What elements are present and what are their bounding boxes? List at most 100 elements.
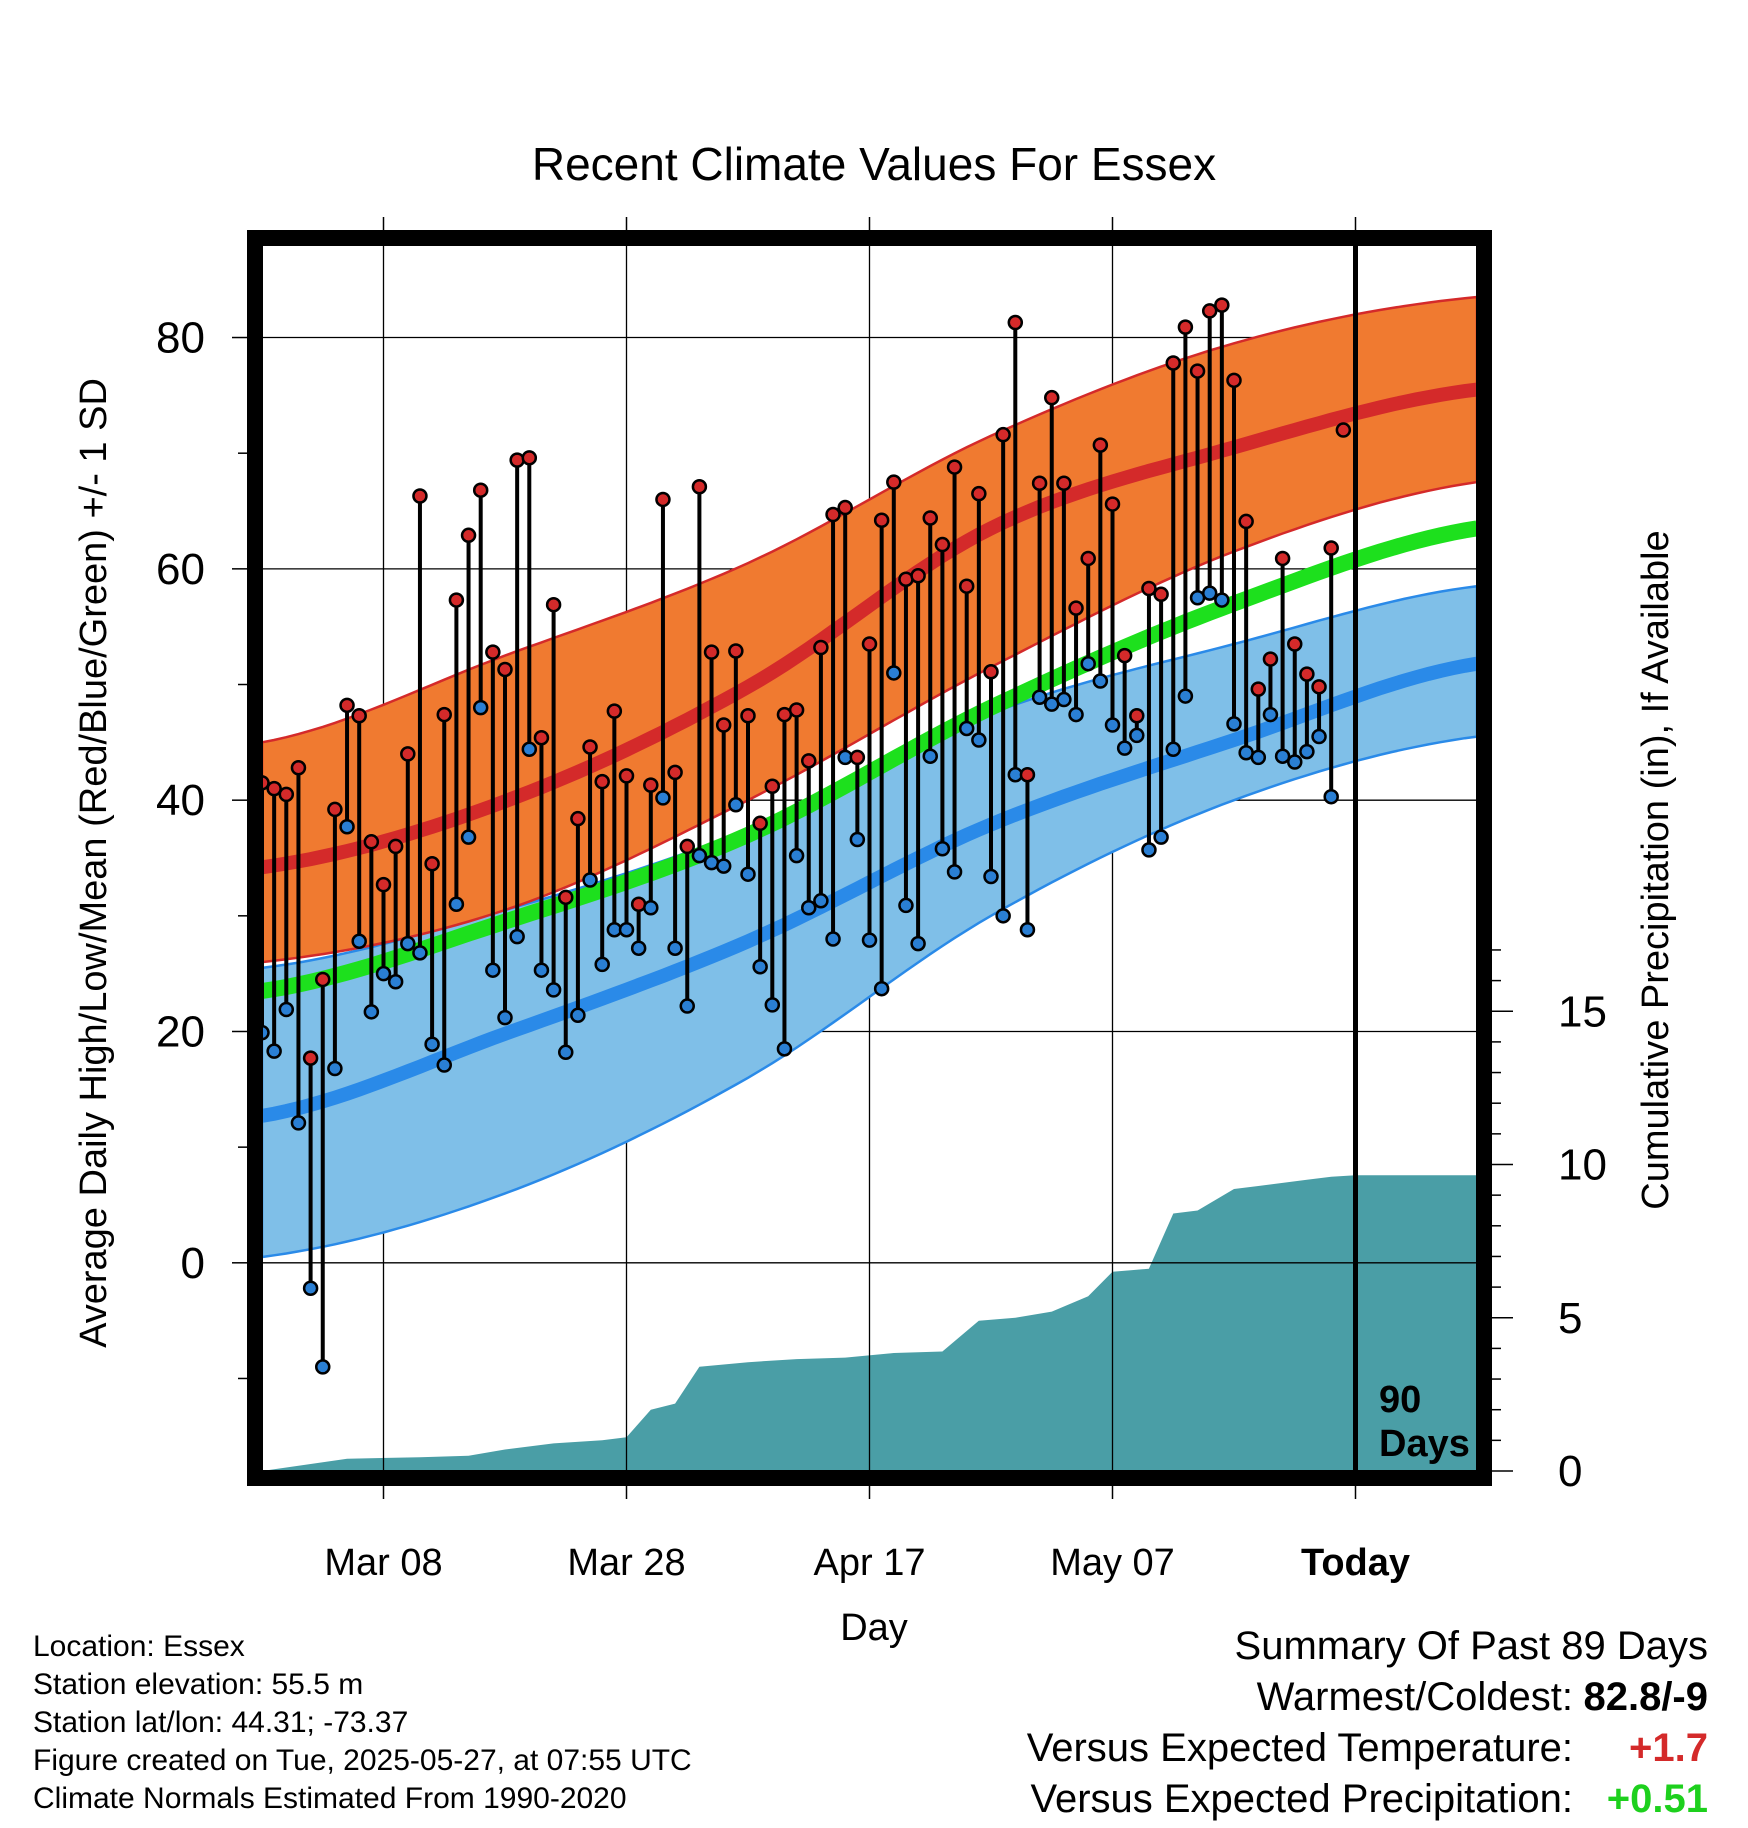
daily-high-point — [290, 760, 307, 776]
daily-high-point — [400, 746, 416, 762]
daily-low-point — [315, 1359, 331, 1375]
daily-high-point — [1019, 766, 1036, 783]
daily-high-point — [570, 810, 586, 827]
daily-high-point — [728, 643, 744, 659]
daily-low-point — [922, 748, 938, 764]
daily-high-point — [485, 644, 501, 660]
daily-low-point — [278, 1001, 295, 1018]
daily-high-point — [412, 488, 428, 504]
daily-low-point — [375, 965, 392, 982]
y2-axis-label: Cumulative Precipitation (in), If Availa… — [1635, 530, 1677, 1209]
y2-tick-label: 10 — [1558, 1141, 1607, 1190]
daily-low-point — [983, 868, 999, 885]
daily-high-point — [1104, 496, 1121, 512]
daily-low-point — [1226, 716, 1242, 732]
daily-high-point — [886, 474, 902, 490]
daily-low-point — [728, 797, 744, 813]
daily-high-point — [387, 838, 404, 855]
daily-low-point — [509, 928, 525, 945]
footer-latlon: Station lat/lon: 44.31; -73.37 — [33, 1706, 409, 1739]
daily-low-point — [655, 790, 671, 806]
daily-low-point — [1153, 829, 1169, 845]
x-tick-label: May 07 — [1050, 1542, 1175, 1584]
daily-low-point — [1116, 740, 1133, 756]
daily-high-point — [1311, 679, 1327, 695]
daily-low-point — [1141, 842, 1157, 858]
daily-low-point — [679, 998, 695, 1014]
daily-low-point — [1262, 706, 1279, 723]
daily-high-point — [849, 749, 866, 766]
summary-precip-value: +0.51 — [1606, 1777, 1708, 1821]
daily-high-point — [837, 499, 853, 516]
daily-low-point — [1250, 749, 1267, 766]
summary-temp-label: Versus Expected Temperature: — [1026, 1726, 1573, 1770]
daily-high-point — [946, 459, 963, 475]
daily-low-point — [558, 1044, 574, 1061]
daily-low-point — [1214, 592, 1230, 608]
daily-low-point — [740, 866, 756, 882]
daily-high-point — [375, 876, 392, 893]
daily-high-point — [327, 801, 343, 818]
daily-low-point — [1274, 748, 1291, 764]
daily-low-point — [618, 921, 635, 938]
daily-high-point — [533, 729, 550, 746]
y2-tick-label: 5 — [1558, 1294, 1582, 1343]
summary-warm-cold-label: Warmest/Coldest: — [1256, 1675, 1573, 1719]
daily-high-point — [825, 506, 841, 523]
summary-warm-cold: Warmest/Coldest: 82.8/-9 — [1257, 1675, 1708, 1720]
daily-low-point — [910, 935, 926, 952]
daily-high-point — [1274, 550, 1291, 567]
daily-high-point — [1092, 437, 1109, 453]
plot-frame: Mar 08 Mar 28 Apr 17 May 07 Today 0 20 40 60 80 0 5… — [156, 217, 1607, 1584]
plot-area — [254, 237, 1479, 1479]
daily-high-point — [1129, 707, 1145, 724]
daily-low-point — [339, 819, 355, 835]
daily-low-point — [752, 958, 768, 975]
daily-low-point — [643, 899, 659, 916]
daily-low-point — [387, 974, 404, 990]
daily-high-point — [1153, 586, 1169, 603]
daily-low-point — [873, 980, 890, 997]
daily-high-point — [703, 644, 720, 660]
daily-high-point — [1287, 636, 1303, 652]
daily-low-point — [886, 665, 902, 681]
y-tick-label: 40 — [156, 776, 205, 825]
daily-low-point — [327, 1060, 343, 1077]
daily-low-point — [1311, 728, 1327, 745]
daily-high-point — [691, 478, 708, 495]
daily-low-point — [545, 982, 562, 998]
daily-high-point — [278, 786, 295, 803]
daily-high-point — [606, 703, 623, 719]
plot-border — [247, 230, 1492, 1486]
summary-temp-value: +1.7 — [1629, 1726, 1708, 1770]
daily-high-point — [801, 753, 817, 769]
summary-warm-cold-value: 82.8/-9 — [1583, 1675, 1708, 1719]
y-axis-label: Average Daily High/Low/Mean (Red/Blue/Gr… — [73, 378, 115, 1348]
daily-high-point — [995, 426, 1011, 443]
summary-precip: Versus Expected Precipitation: +0.51 — [1030, 1777, 1708, 1822]
daily-high-point — [594, 773, 610, 790]
daily-high-point — [1116, 647, 1133, 664]
daily-low-point — [1031, 689, 1048, 705]
daily-high-point — [460, 527, 477, 544]
y2-tick-label: 15 — [1558, 987, 1607, 1036]
daily-low-point — [861, 932, 878, 948]
daily-low-point — [594, 956, 610, 973]
daily-high-point — [752, 815, 768, 832]
daily-high-point — [1262, 651, 1279, 667]
daily-low-point — [995, 908, 1011, 924]
footer-elevation: Station elevation: 55.5 m — [33, 1668, 364, 1701]
y-tick-label: 80 — [156, 314, 205, 363]
daily-high-point — [873, 512, 890, 529]
daily-high-point — [983, 664, 999, 680]
x-axis-label: Day — [840, 1607, 908, 1649]
daily-low-point — [630, 940, 647, 956]
daily-high-point — [788, 702, 805, 718]
daily-low-point — [813, 893, 829, 909]
today-marker-label-line2: Days — [1379, 1423, 1470, 1465]
daily-low-point — [946, 864, 963, 880]
daily-high-point — [472, 482, 489, 498]
daily-low-point — [1323, 788, 1339, 805]
daily-high-point — [582, 739, 598, 755]
